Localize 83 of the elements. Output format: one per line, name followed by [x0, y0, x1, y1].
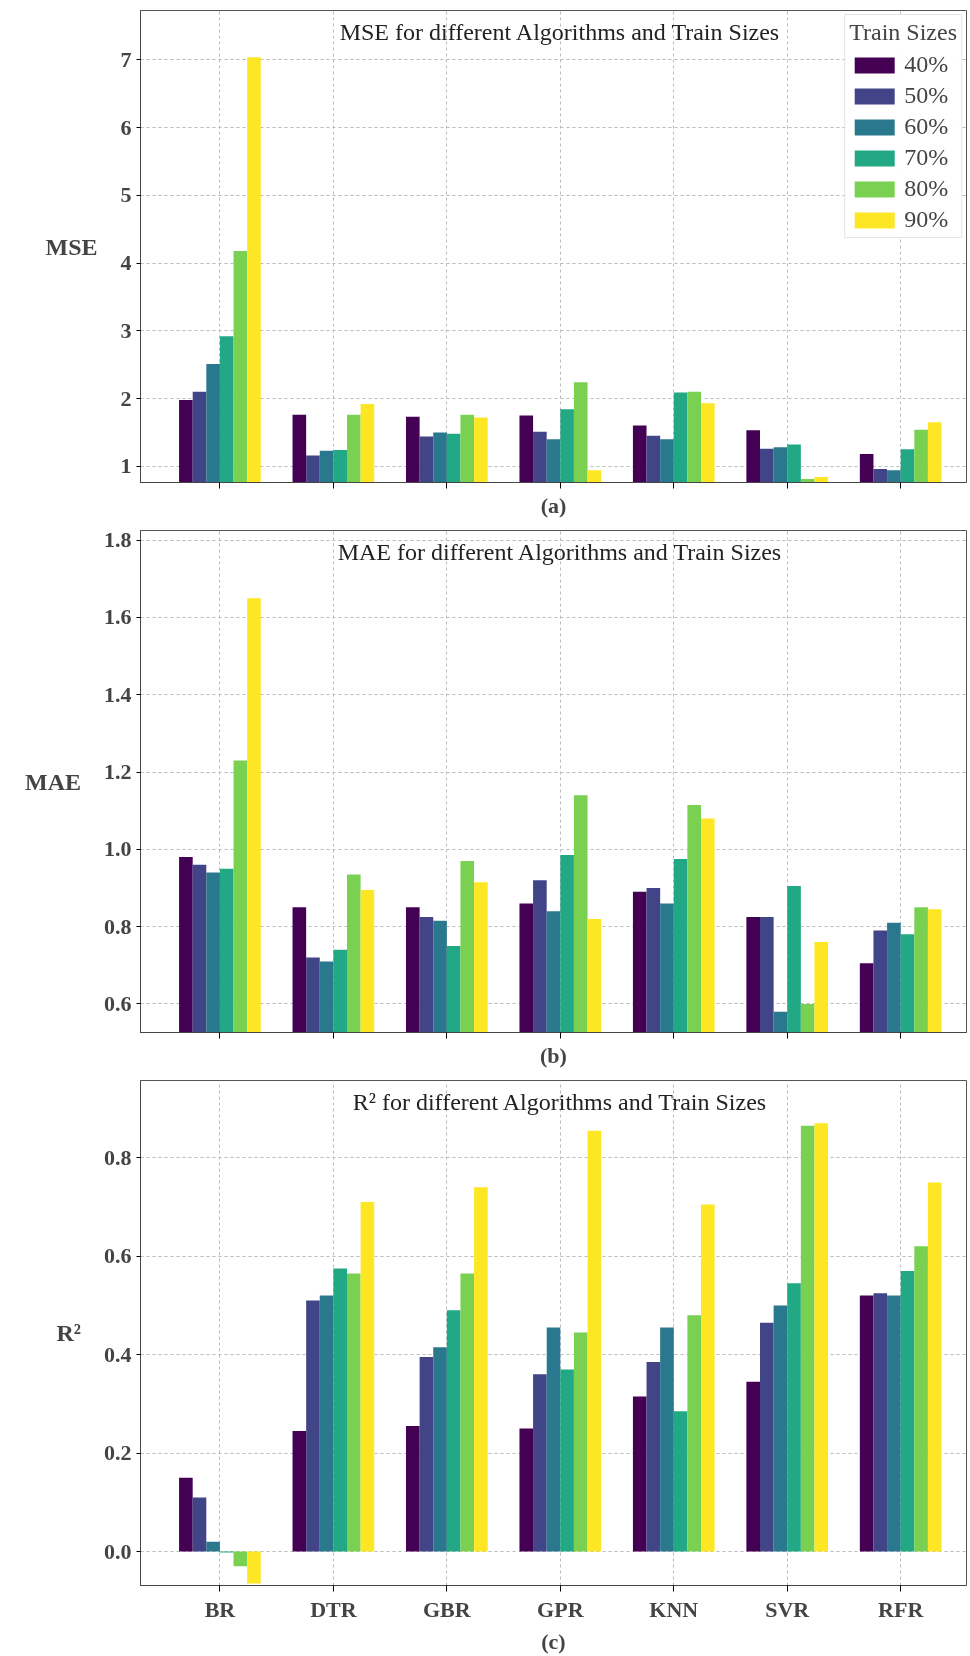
x-tick-label: GPR	[537, 1596, 585, 1622]
x-tick-label: RFR	[878, 1596, 925, 1622]
y-tick-label: 0.8	[104, 1144, 132, 1170]
x-tick-label: BR	[204, 1596, 237, 1622]
x-axis-title: (c)	[541, 1628, 566, 1654]
x-axis-title: (a)	[540, 492, 567, 518]
bar	[687, 1315, 701, 1552]
x-tick-label: SVR	[765, 1596, 811, 1622]
legend-title: Train Sizes	[849, 19, 957, 46]
bar	[474, 1187, 488, 1552]
legend-label: 40%	[904, 51, 949, 78]
x-tick-label: KNN	[649, 1596, 699, 1622]
x-tick-label: GBR	[423, 1596, 472, 1622]
y-tick-label: 5	[120, 182, 132, 208]
bar	[914, 1246, 928, 1552]
bar	[887, 1295, 901, 1552]
bar	[347, 1273, 361, 1552]
bar	[632, 1396, 647, 1552]
bar	[333, 1268, 347, 1552]
bar	[873, 1293, 888, 1552]
legend-label: 50%	[904, 82, 949, 109]
y-tick-label: 1.0	[104, 836, 132, 862]
y-tick-label: 0.4	[104, 1341, 132, 1367]
bar	[319, 1295, 334, 1552]
bar	[546, 1327, 561, 1552]
legend-label: 60%	[904, 113, 949, 140]
bar	[900, 1270, 915, 1552]
bar	[292, 1430, 307, 1552]
bar	[773, 1305, 788, 1552]
bar	[360, 1202, 375, 1552]
bar	[533, 1374, 547, 1552]
bar	[233, 1551, 248, 1567]
legend-label: 70%	[904, 144, 949, 171]
y-tick-label: 1.2	[104, 759, 132, 785]
bar	[247, 1551, 261, 1584]
bar	[701, 1204, 715, 1552]
bar	[787, 1283, 801, 1552]
bar	[560, 1369, 574, 1552]
bar	[746, 1381, 760, 1552]
bar	[673, 1411, 688, 1552]
y-tick-label: 1.8	[104, 527, 132, 553]
bar	[646, 1362, 661, 1552]
bar	[519, 1428, 534, 1552]
y-tick-label: 1	[120, 453, 132, 479]
bar	[433, 1347, 447, 1552]
chart-title: R² for different Algorithms and Train Sizes	[352, 1088, 767, 1115]
y-tick-label: 6	[120, 114, 132, 140]
bar	[587, 1130, 602, 1552]
y-tick-label: 3	[120, 317, 132, 343]
y-tick-label: 0.0	[104, 1538, 132, 1564]
chart-title: MSE for different Algorithms and Train Sizes	[339, 18, 780, 45]
bar	[192, 1497, 207, 1552]
bar	[800, 1125, 815, 1552]
bar	[446, 1310, 461, 1552]
bar	[306, 1300, 320, 1552]
x-axis-title: (b)	[540, 1042, 567, 1068]
y-tick-label: 1.4	[104, 681, 132, 707]
bar	[859, 1295, 874, 1552]
y-tick-label: 0.6	[104, 1243, 132, 1269]
y-axis-title: MAE	[25, 768, 82, 795]
legend-label: 80%	[904, 175, 949, 202]
y-axis-title: R²	[56, 1320, 81, 1346]
y-tick-label: 1.6	[104, 604, 132, 630]
bar	[927, 1182, 942, 1552]
bar	[460, 1273, 475, 1552]
legend-label: 90%	[904, 206, 949, 233]
chart-title: MAE for different Algorithms and Train Sizes	[337, 538, 782, 565]
y-tick-label: 0.8	[104, 913, 132, 939]
y-tick-label: 4	[120, 250, 132, 276]
bar	[814, 1123, 829, 1552]
bar	[419, 1357, 434, 1552]
y-tick-label: 7	[120, 46, 132, 72]
bar	[406, 1426, 420, 1552]
y-axis-title: MSE	[45, 233, 98, 260]
bar	[179, 1477, 193, 1552]
y-tick-label: 2	[120, 385, 132, 411]
x-tick-label: DTR	[310, 1596, 358, 1622]
bar	[573, 1332, 588, 1552]
bar	[760, 1322, 774, 1552]
y-tick-label: 0.2	[104, 1440, 132, 1466]
bar	[660, 1327, 674, 1552]
y-tick-label: 0.6	[104, 990, 132, 1016]
bar	[206, 1541, 220, 1552]
